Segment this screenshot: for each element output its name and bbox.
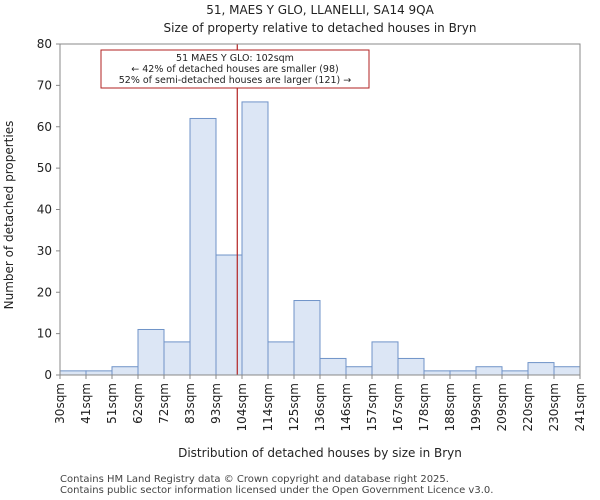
bar — [137, 328, 165, 376]
x-tick-label: 30sqm — [53, 383, 67, 424]
bar — [449, 370, 477, 376]
y-tick-label: 70 — [37, 78, 52, 92]
y-tick-label: 20 — [37, 285, 52, 299]
y-tick-label: 80 — [37, 37, 52, 51]
bar — [475, 366, 503, 376]
x-tick-label: 62sqm — [131, 383, 145, 424]
x-tick-label: 51sqm — [105, 383, 119, 424]
x-tick-label: 104sqm — [235, 383, 249, 431]
x-tick-label: 125sqm — [287, 383, 301, 431]
bar — [371, 341, 399, 376]
x-tick-label: 41sqm — [79, 383, 93, 424]
bar — [215, 254, 243, 376]
bar — [85, 370, 113, 376]
bar — [345, 366, 373, 376]
y-tick-label: 40 — [37, 203, 52, 217]
x-tick-label: 167sqm — [391, 383, 405, 431]
y-axis: 0 10 20 30 40 50 60 70 80 — [37, 37, 60, 382]
bar — [189, 117, 217, 376]
footer-line-2: Contains public sector information licen… — [60, 485, 493, 496]
annotation-frame — [100, 49, 370, 89]
y-tick-label: 10 — [37, 327, 52, 341]
y-tick-label: 60 — [37, 120, 52, 134]
y-tick-label: 50 — [37, 161, 52, 175]
x-tick-label: 230sqm — [547, 383, 561, 431]
footer-line-1: Contains HM Land Registry data © Crown c… — [60, 474, 449, 485]
bar — [527, 362, 555, 376]
y-axis-label: Number of detached properties — [2, 121, 16, 310]
annotation-line-2: ← 42% of detached houses are smaller (98… — [131, 64, 338, 75]
annotation-box: 51 MAES Y GLO: 102sqm ← 42% of detached … — [100, 49, 370, 89]
bar — [319, 357, 347, 376]
x-tick-label: 178sqm — [417, 383, 431, 431]
x-tick-label: 241sqm — [573, 383, 587, 431]
x-tick-label: 199sqm — [469, 383, 483, 431]
bar — [501, 370, 529, 376]
chart-subtitle: Size of property relative to detached ho… — [164, 21, 477, 35]
x-tick-label: 93sqm — [209, 383, 223, 424]
x-tick-label: 136sqm — [313, 383, 327, 431]
bar — [397, 357, 425, 376]
x-axis-label: Distribution of detached houses by size … — [178, 446, 462, 460]
annotation-line-1: 51 MAES Y GLO: 102sqm — [176, 53, 294, 64]
bar — [293, 300, 321, 376]
x-tick-label: 209sqm — [495, 383, 509, 431]
bar — [423, 370, 451, 376]
bar — [163, 341, 191, 376]
x-tick-label: 220sqm — [521, 383, 535, 431]
x-tick-label: 72sqm — [157, 383, 171, 424]
x-tick-label: 157sqm — [365, 383, 379, 431]
y-tick-label: 30 — [37, 244, 52, 258]
bar — [59, 370, 87, 376]
bar — [267, 341, 295, 376]
bar — [553, 366, 581, 376]
x-axis: 30sqm 41sqm 51sqm 62sqm 72sqm 83sqm 93sqm 104sq… — [53, 375, 587, 431]
chart-title: 51, MAES Y GLO, LLANELLI, SA14 9QA — [206, 3, 434, 17]
bar — [111, 366, 139, 376]
annotation-line-3: 52% of semi-detached houses are larger (… — [119, 75, 352, 86]
x-tick-label: 146sqm — [339, 383, 353, 431]
y-tick-label: 0 — [44, 368, 52, 382]
bar — [241, 101, 269, 376]
bars — [59, 101, 581, 376]
x-tick-label: 83sqm — [183, 383, 197, 424]
x-tick-label: 114sqm — [261, 383, 275, 431]
x-tick-label: 188sqm — [443, 383, 457, 431]
